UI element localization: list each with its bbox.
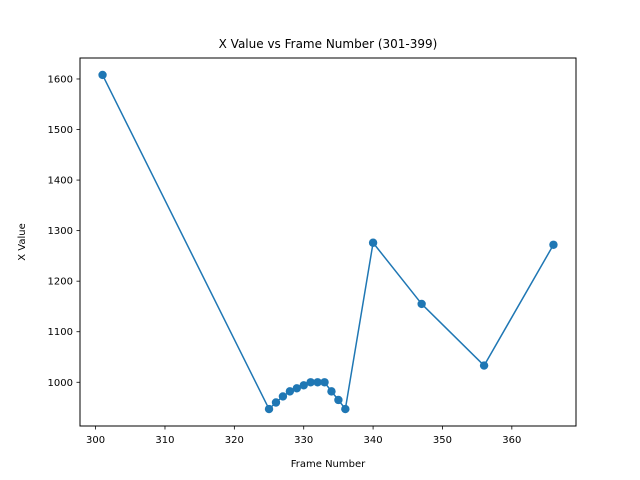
y-tick-label: 1400 (48, 176, 73, 187)
data-point-333 (320, 378, 329, 387)
chart-title: X Value vs Frame Number (301-399) (219, 37, 438, 51)
y-tick-label: 1200 (48, 277, 73, 288)
data-point-335 (334, 395, 343, 405)
data-point-366 (549, 240, 558, 249)
data-point-330 (299, 381, 308, 390)
y-axis-label: X Value (17, 223, 28, 261)
y-tick-label: 1100 (48, 327, 73, 338)
y-tick-label: 1000 (48, 378, 73, 389)
data-point-334 (327, 387, 336, 396)
x-tick-label: 330 (294, 435, 313, 446)
data-point-356 (479, 361, 489, 370)
data-point-332 (313, 378, 322, 387)
y-tick-label: 1500 (48, 125, 73, 136)
data-point-331 (306, 378, 315, 387)
data-point-327 (278, 392, 288, 401)
plot-frame (79, 57, 577, 427)
y-axis-ticks: 1000 1100 1200 1300 1400 1500 1600 (48, 74, 80, 389)
data-point-325 (264, 404, 274, 414)
data-point-328 (285, 387, 295, 396)
x-tick-label: 350 (433, 435, 452, 446)
x-axis-label: Frame Number (291, 459, 366, 470)
y-tick-label: 1600 (48, 74, 73, 85)
data-point-347 (417, 299, 426, 309)
plot-area (98, 70, 558, 414)
x-axis-ticks: 300 310 320 330 340 350 360 (86, 426, 521, 446)
x-tick-label: 310 (155, 435, 174, 446)
x-tick-label: 340 (364, 435, 383, 446)
data-point-329 (292, 384, 301, 393)
x-tick-label: 320 (225, 435, 244, 446)
x-tick-label: 360 (502, 435, 521, 446)
data-point-336 (341, 404, 350, 414)
y-tick-label: 1300 (48, 226, 73, 237)
data-point-326 (271, 398, 281, 407)
data-point-301 (98, 70, 107, 80)
x-tick-label: 300 (86, 435, 105, 446)
data-point-340 (368, 238, 378, 247)
